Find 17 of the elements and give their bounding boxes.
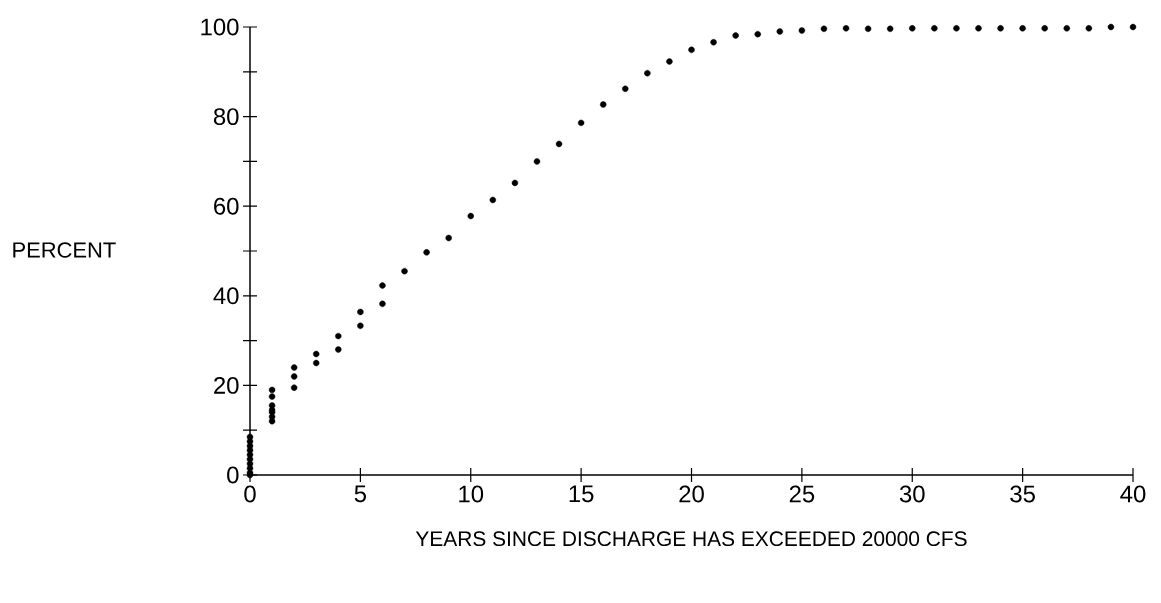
x-tick-label: 25: [789, 485, 815, 503]
x-tick-label: 15: [569, 485, 594, 503]
y-tick-label: 60: [214, 197, 239, 215]
y-axis-title: PERCENT: [13, 242, 116, 258]
y-tick-label: 100: [201, 18, 239, 36]
x-tick-label: 35: [1010, 485, 1035, 503]
x-axis-title: YEARS SINCE DISCHARGE HAS EXCEEDED 20000 CFS: [415, 531, 967, 547]
y-tick-label: 80: [213, 108, 239, 126]
x-tick-label: 0: [244, 485, 256, 503]
y-tick-label: 40: [213, 287, 239, 305]
y-tick-label: 0: [227, 466, 239, 484]
x-tick-label: 5: [354, 485, 367, 503]
x-tick-label: 20: [679, 485, 704, 503]
y-tick-label: 20: [214, 376, 239, 394]
x-tick-label: 40: [1120, 485, 1146, 503]
x-tick-label: 30: [899, 485, 925, 503]
x-tick-label: 10: [459, 485, 484, 503]
